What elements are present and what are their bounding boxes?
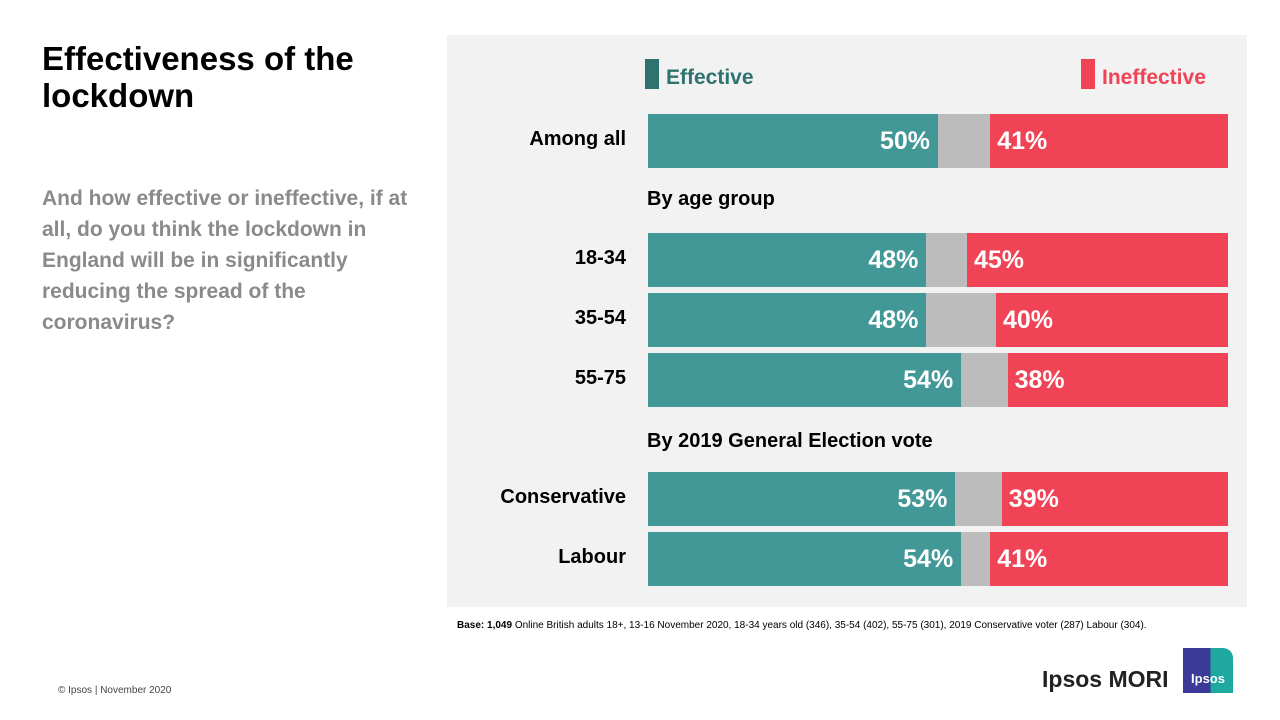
- base-text: Online British adults 18+, 13-16 Novembe…: [512, 620, 1147, 631]
- legend-label-ineffective: Ineffective: [1102, 66, 1206, 89]
- category-label: Among all: [529, 128, 626, 150]
- data-label-effective: 50%: [879, 127, 930, 155]
- data-label-effective: 53%: [897, 485, 948, 513]
- bar-effective: [648, 114, 938, 168]
- bar-effective: [648, 353, 962, 407]
- category-label: Labour: [558, 546, 626, 568]
- data-label-effective: 54%: [903, 545, 954, 573]
- data-label-ineffective: 40%: [1003, 306, 1054, 334]
- bar-ineffective: [1001, 472, 1228, 526]
- bar-neutral: [938, 114, 991, 168]
- data-label-effective: 54%: [903, 366, 954, 394]
- data-label-ineffective: 38%: [1014, 366, 1065, 394]
- bar-ineffective: [990, 532, 1228, 586]
- data-label-ineffective: 41%: [997, 545, 1048, 573]
- category-label: 18-34: [574, 247, 626, 269]
- category-label: 35-54: [574, 307, 626, 329]
- bar-neutral: [955, 472, 1002, 526]
- data-label-ineffective: 45%: [974, 246, 1025, 274]
- bar-effective: [648, 233, 927, 287]
- legend-label-effective: Effective: [666, 66, 754, 89]
- base-label: Base: 1,049: [457, 620, 513, 631]
- section-vote: By 2019 General Election vote: [647, 430, 933, 452]
- bar-ineffective: [990, 114, 1228, 168]
- category-label: 55-75: [574, 367, 626, 389]
- base-note: Base: 1,049 Online British adults 18+, 1…: [457, 620, 1147, 631]
- survey-question: And how effective or ineffective, if at …: [42, 187, 408, 334]
- copyright: © Ipsos | November 2020: [58, 685, 172, 696]
- data-label-effective: 48%: [868, 246, 919, 274]
- bar-neutral: [961, 353, 1008, 407]
- page-title: Effectiveness of the lockdown: [42, 40, 354, 114]
- bar-neutral: [926, 233, 967, 287]
- data-label-effective: 48%: [868, 306, 919, 334]
- legend-swatch-effective: [645, 59, 659, 89]
- bar-neutral: [926, 293, 996, 347]
- bar-effective: [648, 293, 927, 347]
- bar-ineffective: [967, 233, 1228, 287]
- brand-name: Ipsos MORI: [1042, 666, 1169, 692]
- category-label: Conservative: [500, 486, 626, 508]
- bar-neutral: [961, 532, 991, 586]
- ipsos-logo: Ipsos: [1183, 648, 1233, 693]
- bar-effective: [648, 532, 962, 586]
- bar-effective: [648, 472, 956, 526]
- bar-ineffective: [1007, 353, 1228, 407]
- section-age: By age group: [647, 188, 775, 210]
- data-label-ineffective: 39%: [1008, 485, 1059, 513]
- legend-swatch-ineffective: [1081, 59, 1095, 89]
- data-label-ineffective: 41%: [997, 127, 1048, 155]
- bar-ineffective: [996, 293, 1228, 347]
